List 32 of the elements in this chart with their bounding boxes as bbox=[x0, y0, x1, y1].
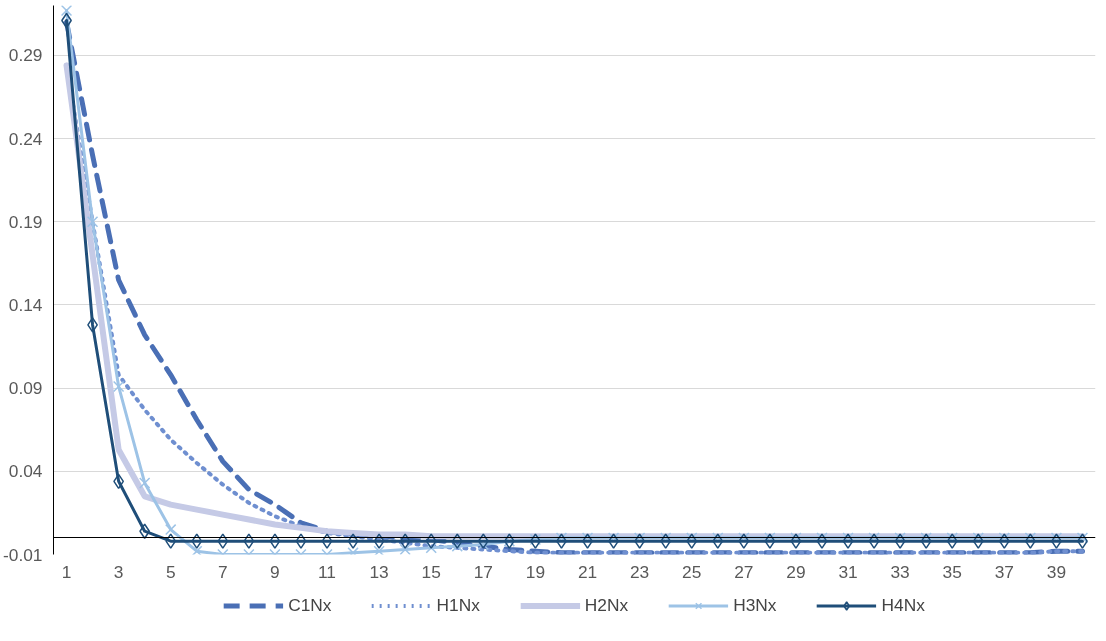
x-tick-label: 39 bbox=[1046, 561, 1067, 582]
y-tick-label: 0.09 bbox=[8, 378, 43, 399]
y-tick-label: 0.24 bbox=[8, 128, 43, 149]
x-tick-label: 35 bbox=[942, 561, 962, 582]
x-tick-label: 1 bbox=[61, 561, 72, 582]
legend-label: H4Nx bbox=[881, 594, 925, 616]
x-tick-label: 9 bbox=[270, 561, 280, 582]
x-tick-label: 37 bbox=[994, 561, 1014, 582]
x-tick-label: 19 bbox=[525, 561, 546, 582]
y-tick-label: -0.01 bbox=[3, 544, 43, 565]
x-tick-label: 7 bbox=[218, 561, 228, 582]
x-tick-label: 21 bbox=[577, 561, 598, 582]
x-tick-label: 3 bbox=[113, 561, 124, 582]
y-tick-label: 0.19 bbox=[8, 211, 43, 232]
x-tick-label: 15 bbox=[421, 561, 441, 582]
legend-label: H3Nx bbox=[733, 594, 777, 616]
x-tick-label: 29 bbox=[786, 561, 806, 582]
x-tick-label: 25 bbox=[682, 561, 702, 582]
y-tick-label: 0.29 bbox=[8, 45, 43, 66]
legend-label: H1Nx bbox=[436, 594, 480, 616]
x-tick-label: 33 bbox=[890, 561, 910, 582]
x-tick-label: 5 bbox=[165, 561, 176, 582]
y-tick-label: 0.14 bbox=[8, 294, 43, 315]
x-tick-label: 13 bbox=[369, 561, 389, 582]
x-tick-label: 23 bbox=[629, 561, 650, 582]
legend-label: H2Nx bbox=[584, 594, 629, 616]
y-tick-label: 0.04 bbox=[8, 461, 43, 482]
x-tick-label: 31 bbox=[838, 561, 858, 582]
x-tick-label: 27 bbox=[734, 561, 754, 582]
legend-label: C1Nx bbox=[288, 594, 332, 616]
x-tick-label: 17 bbox=[473, 561, 493, 582]
x-tick-label: 11 bbox=[318, 561, 337, 582]
